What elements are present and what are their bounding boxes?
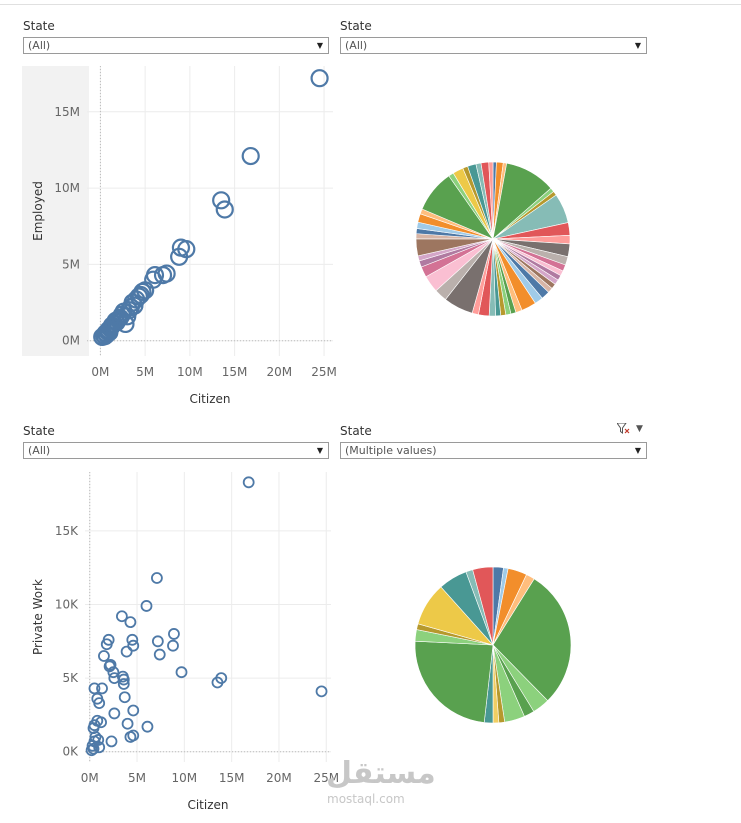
scatter-point <box>98 650 110 662</box>
state-dropdown-4[interactable]: (Multiple values) ▼ <box>340 442 647 459</box>
x-tick-label: 5M <box>136 365 154 379</box>
scatter-point <box>126 633 139 646</box>
state-dropdown-3[interactable]: (All) ▼ <box>23 442 329 459</box>
scatter-point <box>93 741 106 754</box>
x-axis-title: Citizen <box>189 392 230 406</box>
scatter-point <box>153 648 166 661</box>
y-tick-label: 5M <box>62 257 80 271</box>
y-axis-title: Private Work <box>31 579 45 655</box>
x-tick-label: 10M <box>172 771 198 785</box>
scatter-point <box>96 682 108 695</box>
pie-slice <box>488 161 494 240</box>
x-axis-title: Citizen <box>187 798 228 812</box>
scatter-point <box>141 720 154 733</box>
scatter-point <box>87 742 100 755</box>
scatter-point <box>315 685 328 698</box>
scatter-point <box>151 572 163 584</box>
scatter-point <box>175 666 188 679</box>
scatter-point <box>242 476 255 489</box>
y-axis-title: Employed <box>31 181 45 241</box>
pie-slice <box>472 566 494 646</box>
scatter-point <box>127 704 140 717</box>
scatter-point <box>88 682 101 695</box>
y-tick-label: 0M <box>62 334 80 348</box>
chevron-down-icon[interactable]: ▼ <box>316 446 323 455</box>
state-filter-label-2: State <box>340 19 372 33</box>
scatter-point <box>116 670 129 683</box>
x-tick-label: 5M <box>128 771 146 785</box>
y-tick-label: 10M <box>54 181 80 195</box>
state-filter-label-3: State <box>23 424 55 438</box>
scatter-point <box>104 658 117 671</box>
scatter-point <box>127 639 140 652</box>
state-dropdown-4-value: (Multiple values) <box>345 444 437 457</box>
scatter-point <box>116 610 128 623</box>
pie-slice <box>414 640 494 723</box>
scatter-point <box>107 666 120 679</box>
scatter-point <box>120 645 133 658</box>
scatter-point <box>168 628 180 640</box>
chevron-down-icon[interactable]: ▼ <box>634 41 641 50</box>
scatter-point <box>241 146 260 166</box>
top-divider <box>0 4 741 5</box>
watermark-logo: مستقل <box>326 756 436 791</box>
scatter-point <box>212 191 231 210</box>
y-tick-label: 0K <box>62 745 79 759</box>
y-tick-label: 5K <box>62 671 79 685</box>
scatter-point <box>215 200 234 219</box>
state-filter-label-4: State <box>340 424 372 438</box>
x-tick-label: 20M <box>266 771 292 785</box>
state-filter-label-1: State <box>23 19 55 33</box>
private-work-scatter-chart[interactable]: 0M 5M 10M 15M 20M 25M 0K 5K 10K 15K Citizen Private… <box>31 472 339 812</box>
scatter-point <box>310 69 329 88</box>
state-dropdown-2[interactable]: (All) ▼ <box>340 37 647 54</box>
chevron-down-icon[interactable]: ▼ <box>316 41 323 50</box>
pie-chart-top[interactable] <box>415 161 571 317</box>
clear-filter-icon[interactable] <box>616 422 631 438</box>
scatter-point <box>145 266 165 285</box>
scatter-point <box>177 240 196 259</box>
state-dropdown-1[interactable]: (All) ▼ <box>23 37 329 54</box>
x-tick-label: 10M <box>177 365 203 379</box>
y-tick-label: 15K <box>55 524 79 538</box>
x-tick-label: 0M <box>81 771 99 785</box>
scatter-point <box>121 717 134 730</box>
x-tick-label: 15M <box>219 771 245 785</box>
x-tick-label: 0M <box>91 365 109 379</box>
scatter-point <box>105 735 118 748</box>
chevron-down-icon[interactable]: ▼ <box>634 446 641 455</box>
scatter-point <box>118 691 131 704</box>
scatter-point <box>167 639 179 652</box>
x-tick-label: 15M <box>222 365 248 379</box>
scatter-point <box>215 672 228 684</box>
scatter-point <box>95 716 107 729</box>
scatter-point <box>117 678 130 690</box>
scatter-point <box>127 729 140 742</box>
state-dropdown-3-value: (All) <box>28 444 51 457</box>
scatter-point <box>93 697 106 710</box>
pie-slice <box>492 578 572 702</box>
scatter-point <box>92 734 105 746</box>
scatter-point <box>102 633 115 646</box>
scatter-point <box>116 314 135 334</box>
x-tick-label: 25M <box>313 771 339 785</box>
x-tick-label: 25M <box>311 365 337 379</box>
state-dropdown-2-value: (All) <box>345 39 368 52</box>
x-tick-label: 20M <box>267 365 293 379</box>
state-dropdown-1-value: (All) <box>28 39 51 52</box>
y-axis-highlight <box>22 66 89 356</box>
watermark-url: mostaql.com <box>327 792 405 806</box>
scatter-point <box>124 616 137 629</box>
scatter-point <box>108 707 121 720</box>
scatter-point <box>157 264 176 283</box>
scatter-point <box>151 635 164 648</box>
scatter-point <box>129 287 148 306</box>
filter-menu-icon[interactable]: ▼ <box>636 424 643 434</box>
pie-chart-bottom[interactable] <box>414 566 572 724</box>
y-tick-label: 10K <box>55 597 79 611</box>
y-tick-label: 15M <box>54 105 80 119</box>
employed-scatter-chart[interactable]: 0M 5M 10M 15M 20M 25M 0M 5M 10M 15M Citizen Employe… <box>22 66 337 406</box>
scatter-point <box>140 600 153 612</box>
